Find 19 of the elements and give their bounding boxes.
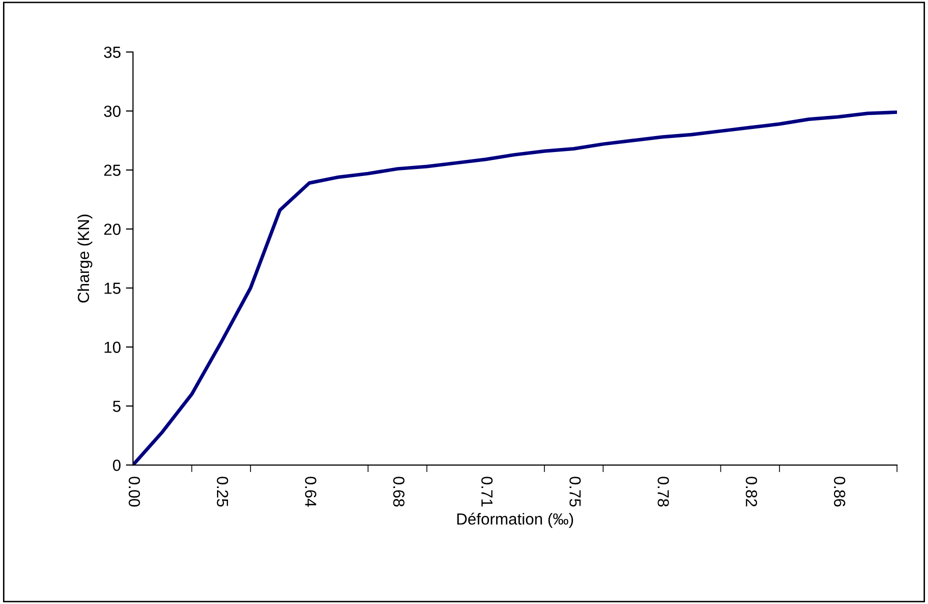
y-tick-label: 0 — [112, 460, 121, 471]
x-tick-label: 0.71 — [481, 476, 493, 506]
x-tick-label: 0.00 — [128, 476, 140, 507]
y-tick-label: 15 — [104, 282, 121, 294]
x-tick-label: 0.64 — [305, 476, 316, 507]
y-tick-label: 25 — [104, 164, 121, 176]
y-tick-label: 35 — [104, 46, 121, 58]
x-axis-title: Déformation (‰) — [457, 512, 574, 528]
y-tick-label: 5 — [112, 400, 121, 412]
x-tick-label: 0.68 — [393, 476, 404, 507]
x-tick-label: 0.75 — [569, 476, 581, 507]
x-tick-label: 0.78 — [658, 476, 669, 507]
x-tick-label: 0.86 — [834, 476, 846, 507]
y-tick-label: 30 — [104, 106, 121, 117]
y-tick-label: 10 — [104, 342, 121, 353]
y-axis-title: Charge (KN) — [77, 214, 92, 303]
x-tick-label: 0.25 — [216, 476, 228, 507]
y-tick-label: 20 — [104, 224, 121, 235]
x-tick-label: 0.82 — [746, 476, 758, 506]
